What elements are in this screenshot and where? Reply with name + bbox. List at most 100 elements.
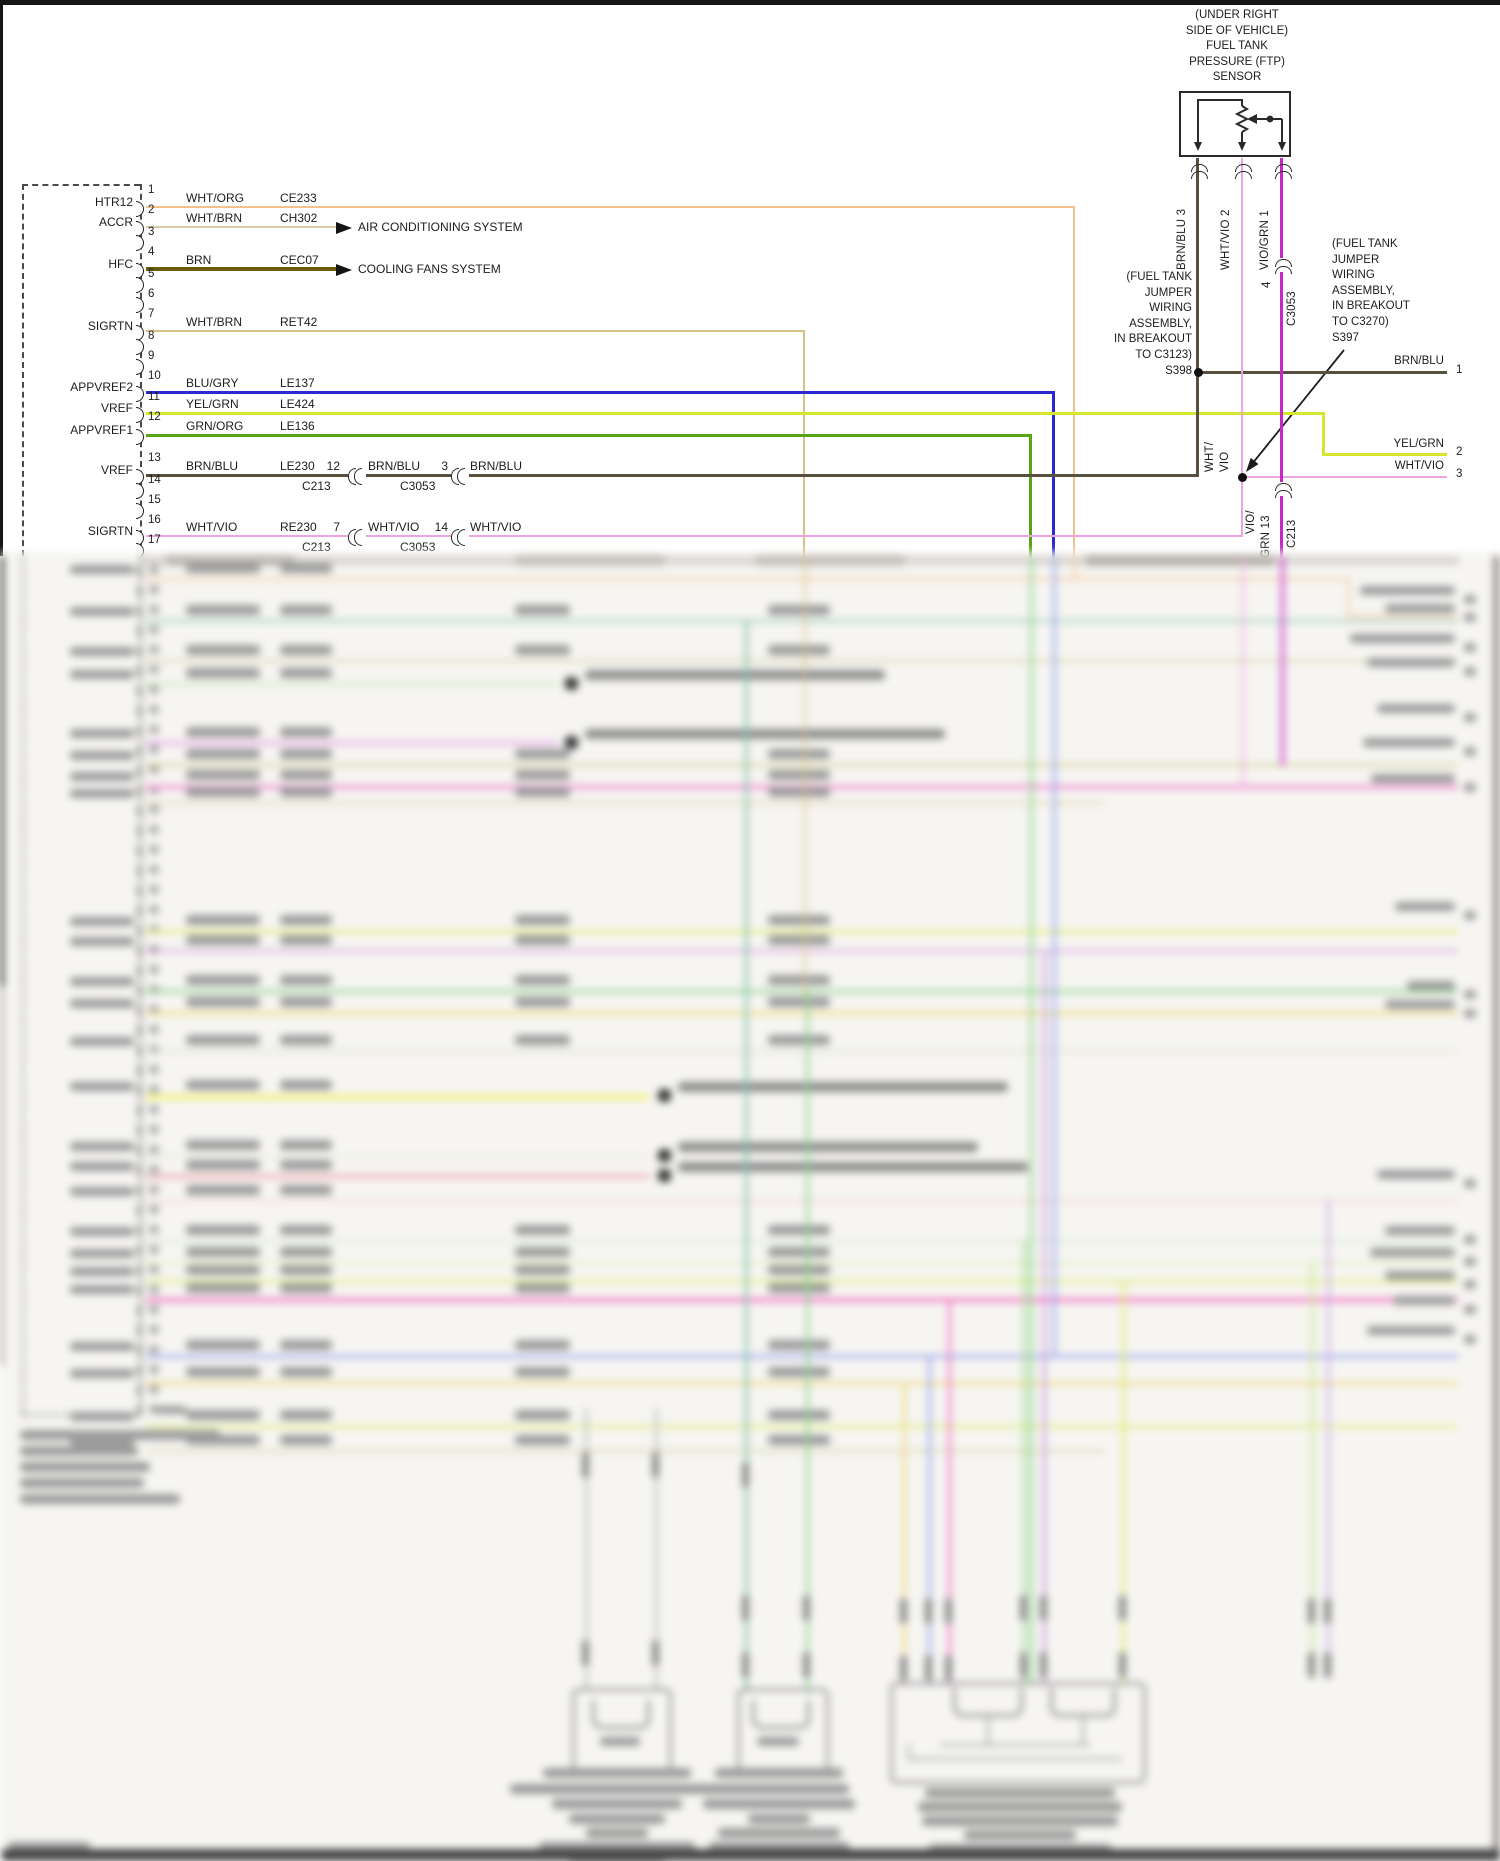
- ghost-pin-terminal: [137, 845, 142, 856]
- ghost-edge-pin: [1464, 595, 1476, 604]
- wire-segment: [1322, 453, 1447, 456]
- wire-break-symbol: [1274, 171, 1292, 179]
- ghost-pin-number: [149, 1005, 159, 1014]
- ghost-wire-vertical: [585, 1408, 588, 1692]
- ghost-caption-line: [586, 1828, 648, 1838]
- pin-signal-label: HTR12: [94, 195, 133, 209]
- splice-pin-number: 12: [326, 459, 340, 473]
- wire-segment: [366, 535, 451, 537]
- ghost-pin-terminal: [137, 1005, 142, 1016]
- pin-number: 6: [148, 288, 155, 300]
- ghost-edge-label: [1350, 634, 1455, 643]
- ghost-wire: [146, 1095, 650, 1099]
- ghost-caption-line: [925, 1788, 1115, 1798]
- pin-terminal: [136, 386, 144, 402]
- ghost-pin-terminal: [137, 1045, 142, 1056]
- ghost-connector: [803, 1652, 810, 1678]
- ghost-splice-label: [515, 1265, 570, 1275]
- ghost-splice-label: [515, 1340, 570, 1350]
- ghost-wire-color-label: [186, 605, 260, 615]
- ghost-pin-number: [149, 925, 159, 934]
- ghost-pin-terminal: [137, 1125, 142, 1136]
- wire-circuit-label: CE233: [280, 191, 317, 205]
- ghost-pin-terminal: [137, 705, 142, 716]
- ghost-edge-label: [1371, 774, 1455, 783]
- ghost-wire-color-label: [186, 563, 260, 573]
- pin-terminal: [136, 359, 144, 375]
- pin-number: 1: [148, 184, 155, 196]
- ghost-wire: [146, 620, 1458, 622]
- wire-segment: [1241, 158, 1243, 537]
- diagram-sharp-region: (UNDER RIGHT SIDE OF VEHICLE) FUEL TANK …: [0, 0, 1500, 560]
- ghost-edge-pin: [1464, 643, 1476, 652]
- ghost-signal-label: [70, 789, 134, 798]
- system-arrow-label: AIR CONDITIONING SYSTEM: [358, 220, 523, 234]
- ghost-circuit-label: [280, 605, 332, 615]
- ghost-smear: [165, 555, 295, 566]
- c3053-pin-number: 4: [1261, 281, 1273, 288]
- note-line: (FUEL TANK: [1126, 271, 1192, 283]
- ghost-edge-label: [1385, 604, 1455, 613]
- wire-segment: [1280, 496, 1283, 558]
- ghost-splice-label: [515, 749, 570, 759]
- wire-break-symbol: [1274, 483, 1292, 491]
- ghost-signal-label: [70, 607, 134, 616]
- splice-connector-label: C3053: [400, 479, 436, 493]
- ghost-signal-label: [70, 565, 134, 574]
- ghost-pin-number: [149, 585, 159, 594]
- ghost-edge-label: [1360, 586, 1455, 595]
- ghost-pin-number: [149, 605, 159, 614]
- ghost-signal-label: [70, 977, 134, 986]
- wire-circuit-label: LE230: [280, 459, 315, 473]
- note-line: WIRING: [1332, 269, 1375, 282]
- ghost-pin-terminal: [137, 745, 142, 756]
- wire-segment: [469, 535, 1243, 537]
- ghost-signal-label: [70, 999, 134, 1008]
- caption-line: FUEL TANK: [1206, 40, 1268, 53]
- ghost-signal-label: [70, 772, 134, 781]
- ghost-pin-number: [149, 965, 159, 974]
- ghost-edge-pin: [1464, 1335, 1476, 1344]
- wire-segment: [1196, 158, 1199, 477]
- ghost-pin-number: [149, 1305, 159, 1314]
- caption-line: SENSOR: [1212, 71, 1262, 84]
- ghost-pin-terminal: [137, 785, 142, 796]
- pin-terminal: [136, 503, 144, 519]
- pin-signal-label: ACCR: [98, 215, 133, 229]
- wire-segment: [1196, 371, 1447, 374]
- ghost-caption-line: [922, 1816, 1118, 1826]
- ghost-pin-number: [149, 945, 159, 954]
- wht-vio-rotated-label: WHT/: [1204, 441, 1216, 472]
- ghost-pin-number: [149, 665, 159, 674]
- edge-wire-label: BRN/BLU: [1394, 355, 1444, 367]
- pin-terminal: [136, 297, 144, 313]
- wire-color-label: YEL/GRN: [186, 397, 239, 411]
- ghost-caption-line: [543, 1768, 691, 1778]
- ghost-wire-color-label: [186, 1035, 260, 1045]
- ghost-circuit-label: [280, 1080, 332, 1090]
- pin-number: 11: [148, 391, 160, 403]
- ghost-pin-number: [149, 745, 159, 754]
- ghost-wire-color-label: [186, 727, 260, 737]
- wire-break-symbol: [1190, 164, 1208, 172]
- pin-signal-label: VREF: [100, 401, 133, 415]
- junction-dot: [1237, 472, 1247, 482]
- ghost-edge-label: [1395, 902, 1455, 911]
- ghost-connector: [1119, 1652, 1126, 1678]
- ghost-inner-wire: [940, 1744, 1090, 1746]
- wire-segment: [146, 206, 1075, 208]
- wire-break-symbol: [1274, 259, 1292, 267]
- splice-pin-number: 3: [441, 459, 448, 473]
- ghost-wire-color-label: [186, 1225, 260, 1235]
- ghost-arrow-icon: [658, 1089, 671, 1102]
- ghost-arrow-text: [585, 729, 945, 739]
- ghost-note-line: [20, 1462, 150, 1472]
- ghost-signal-label: [70, 1227, 134, 1236]
- wire-segment: [366, 474, 451, 477]
- ghost-wire-vertical: [1348, 578, 1350, 616]
- ghost-wire-vertical: [1242, 556, 1244, 786]
- ghost-inner-wire: [908, 1758, 1122, 1760]
- ghost-wire: [146, 1262, 1458, 1264]
- ghost-wire: [146, 1382, 1458, 1385]
- ftp-sensor-caption: (UNDER RIGHT SIDE OF VEHICLE) FUEL TANK …: [1128, 8, 1346, 86]
